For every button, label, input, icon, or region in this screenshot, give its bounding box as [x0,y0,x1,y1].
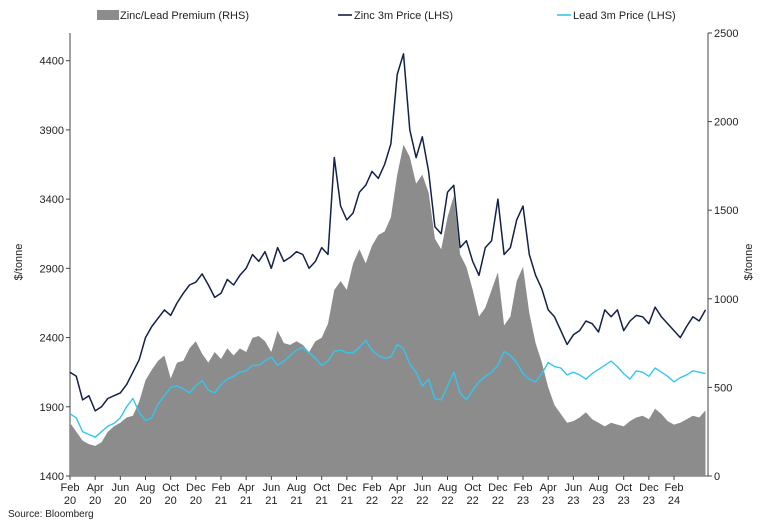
x-tick-year: 22 [441,495,453,507]
premium-area-layer [70,144,706,476]
x-tick-year: 24 [668,495,680,507]
x-tick-year: 20 [190,495,202,507]
x-tick-year: 21 [316,495,328,507]
x-tick-month: Jun [111,482,129,494]
x-tick-year: 23 [517,495,529,507]
left-tick-label: 2900 [40,263,64,275]
source-note: Source: Bloomberg [8,509,94,520]
right-tick-label: 500 [714,382,732,394]
x-tick-month: Apr [540,482,557,494]
right-tick-label: 0 [714,471,720,483]
legend-label-premium: Zinc/Lead Premium (RHS) [120,10,249,22]
x-tick-month: Feb [514,482,533,494]
x-tick-month: Dec [337,482,357,494]
left-tick-label: 3400 [40,194,64,206]
lead-price-line [69,339,706,438]
x-tick-year: 22 [416,495,428,507]
left-tick-label: 4400 [40,56,64,68]
legend-item-premium: Zinc/Lead Premium (RHS) [97,10,249,22]
x-tick-year: 22 [391,495,403,507]
x-tick-month: Aug [438,482,458,494]
x-tick-year: 23 [618,495,630,507]
x-axis-ticks: Feb20Apr20Jun20Aug20Oct20Dec20Feb21Apr21… [61,476,684,507]
x-tick-month: Aug [589,482,609,494]
legend-label-lead: Lead 3m Price (LHS) [573,10,676,22]
x-tick-year: 23 [567,495,579,507]
legend-item-zinc: Zinc 3m Price (LHS) [338,10,453,22]
x-tick-year: 22 [366,495,378,507]
left-axis-title: $/tonne [13,244,25,281]
x-tick-month: Apr [238,482,255,494]
x-tick-month: Feb [363,482,382,494]
x-tick-year: 21 [265,495,277,507]
x-tick-month: Oct [464,482,481,494]
x-tick-year: 21 [341,495,353,507]
legend-label-zinc: Zinc 3m Price (LHS) [354,10,453,22]
x-tick-month: Dec [639,482,659,494]
x-tick-year: 20 [165,495,177,507]
right-tick-label: 2500 [714,28,738,40]
x-tick-month: Aug [136,482,156,494]
x-tick-month: Jun [262,482,280,494]
x-tick-year: 20 [114,495,126,507]
x-tick-month: Jun [413,482,431,494]
left-tick-label: 2400 [40,333,64,345]
right-axis-ticks: 0 500 1000 1500 2000 2500 [708,28,738,483]
x-tick-year: 23 [643,495,655,507]
x-tick-month: Oct [615,482,632,494]
x-tick-month: Apr [87,482,104,494]
x-tick-month: Feb [212,482,231,494]
x-tick-month: Jun [564,482,582,494]
right-axis-title: $/tonne [743,244,755,281]
x-tick-year: 21 [290,495,302,507]
x-tick-year: 20 [139,495,151,507]
right-tick-label: 2000 [714,117,738,129]
x-tick-year: 23 [592,495,604,507]
x-tick-year: 22 [467,495,479,507]
x-tick-year: 20 [64,495,76,507]
x-tick-month: Feb [665,482,684,494]
zinc-price-line [69,53,707,412]
right-tick-label: 1000 [714,294,738,306]
x-tick-month: Aug [287,482,307,494]
x-tick-month: Apr [389,482,406,494]
x-tick-month: Oct [162,482,179,494]
price-lines-layer [69,53,707,438]
x-tick-month: Feb [61,482,80,494]
legend-item-lead: Lead 3m Price (LHS) [557,10,676,22]
x-tick-year: 21 [240,495,252,507]
right-tick-label: 1500 [714,205,738,217]
legend-swatch-premium [97,10,119,20]
legend: Zinc/Lead Premium (RHS) Zinc 3m Price (L… [97,10,676,22]
x-tick-year: 20 [89,495,101,507]
x-tick-month: Oct [313,482,330,494]
x-tick-year: 23 [542,495,554,507]
left-tick-label: 3900 [40,125,64,137]
premium-area [70,144,706,476]
x-tick-month: Dec [186,482,206,494]
x-tick-year: 21 [215,495,227,507]
left-tick-label: 1900 [40,402,64,414]
x-tick-month: Dec [488,482,508,494]
x-tick-year: 22 [492,495,504,507]
left-tick-label: 1400 [40,471,64,483]
left-axis-ticks: 1400 1900 2400 2900 3400 3900 4400 [40,56,70,483]
